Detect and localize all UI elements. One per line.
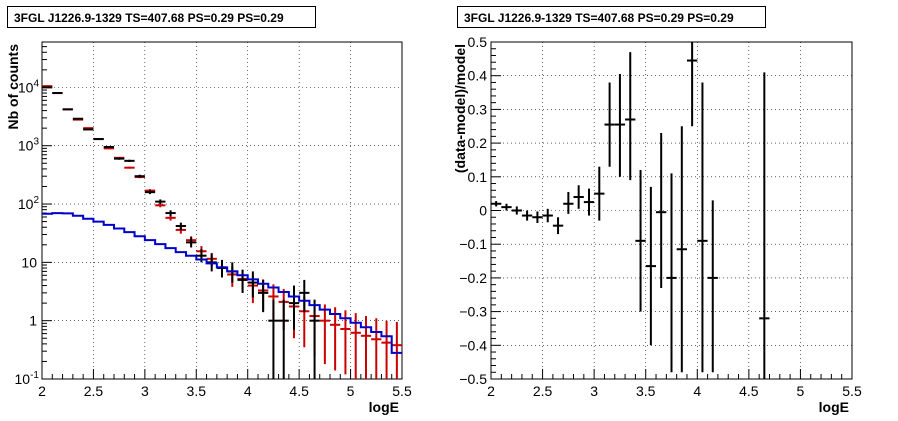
right-x-axis-title: logE [819, 399, 849, 415]
left-y-tick-label: 103 [18, 137, 40, 154]
right-y-tick-label: 0.3 [468, 101, 488, 117]
left-x-tick-label: 4 [244, 383, 252, 399]
left-y-tick-label: 104 [18, 78, 40, 95]
right-y-tick-label: 0.2 [468, 135, 488, 151]
right-chart-title: 3FGL J1226.9-1329 TS=407.68 PS=0.29 PS=0… [457, 6, 766, 28]
left-x-tick-label: 3.5 [187, 383, 207, 399]
left-y-tick-label: 1 [29, 313, 37, 329]
right-y-tick-label: −0.3 [459, 304, 487, 320]
left-chart-title: 3FGL J1226.9-1329 TS=407.68 PS=0.29 PS=0… [7, 6, 316, 28]
left-y-axis-title: Nb of counts [5, 44, 21, 130]
right-x-tick-label: 2 [487, 383, 495, 399]
right-y-tick-label: −0.5 [459, 371, 487, 387]
left-y-tick-label: 10 [21, 254, 37, 270]
right-x-tick-label: 5.5 [842, 383, 862, 399]
right-x-tick-label: 3 [590, 383, 598, 399]
left-x-tick-label: 2 [38, 383, 46, 399]
right-x-tick-label: 3.5 [636, 383, 656, 399]
right-y-tick-label: 0.4 [468, 68, 488, 84]
left-x-tick-label: 5 [347, 383, 355, 399]
left-model-step-line [42, 212, 402, 354]
right-y-tick-label: 0.5 [468, 34, 488, 50]
right-y-tick-label: 0 [479, 203, 487, 219]
right-x-tick-label: 4 [693, 383, 701, 399]
left-x-tick-label: 5.5 [392, 383, 412, 399]
right-x-tick-label: 5 [797, 383, 805, 399]
left-y-tick-label: 10-1 [15, 370, 40, 387]
left-plot-frame [41, 41, 403, 380]
left-y-tick-label: 102 [18, 195, 40, 212]
right-y-tick-label: −0.2 [459, 270, 487, 286]
left-x-tick-label: 3 [141, 383, 149, 399]
right-y-tick-label: −0.1 [459, 236, 487, 252]
left-x-axis-title: logE [369, 399, 399, 415]
left-x-tick-label: 2.5 [84, 383, 104, 399]
right-x-tick-label: 2.5 [533, 383, 553, 399]
right-y-tick-label: 0.1 [468, 169, 488, 185]
left-x-tick-label: 4.5 [289, 383, 309, 399]
right-x-tick-label: 4.5 [739, 383, 759, 399]
right-y-tick-label: −0.4 [459, 337, 487, 353]
right-y-axis-title: (data-model)/model [452, 44, 468, 173]
